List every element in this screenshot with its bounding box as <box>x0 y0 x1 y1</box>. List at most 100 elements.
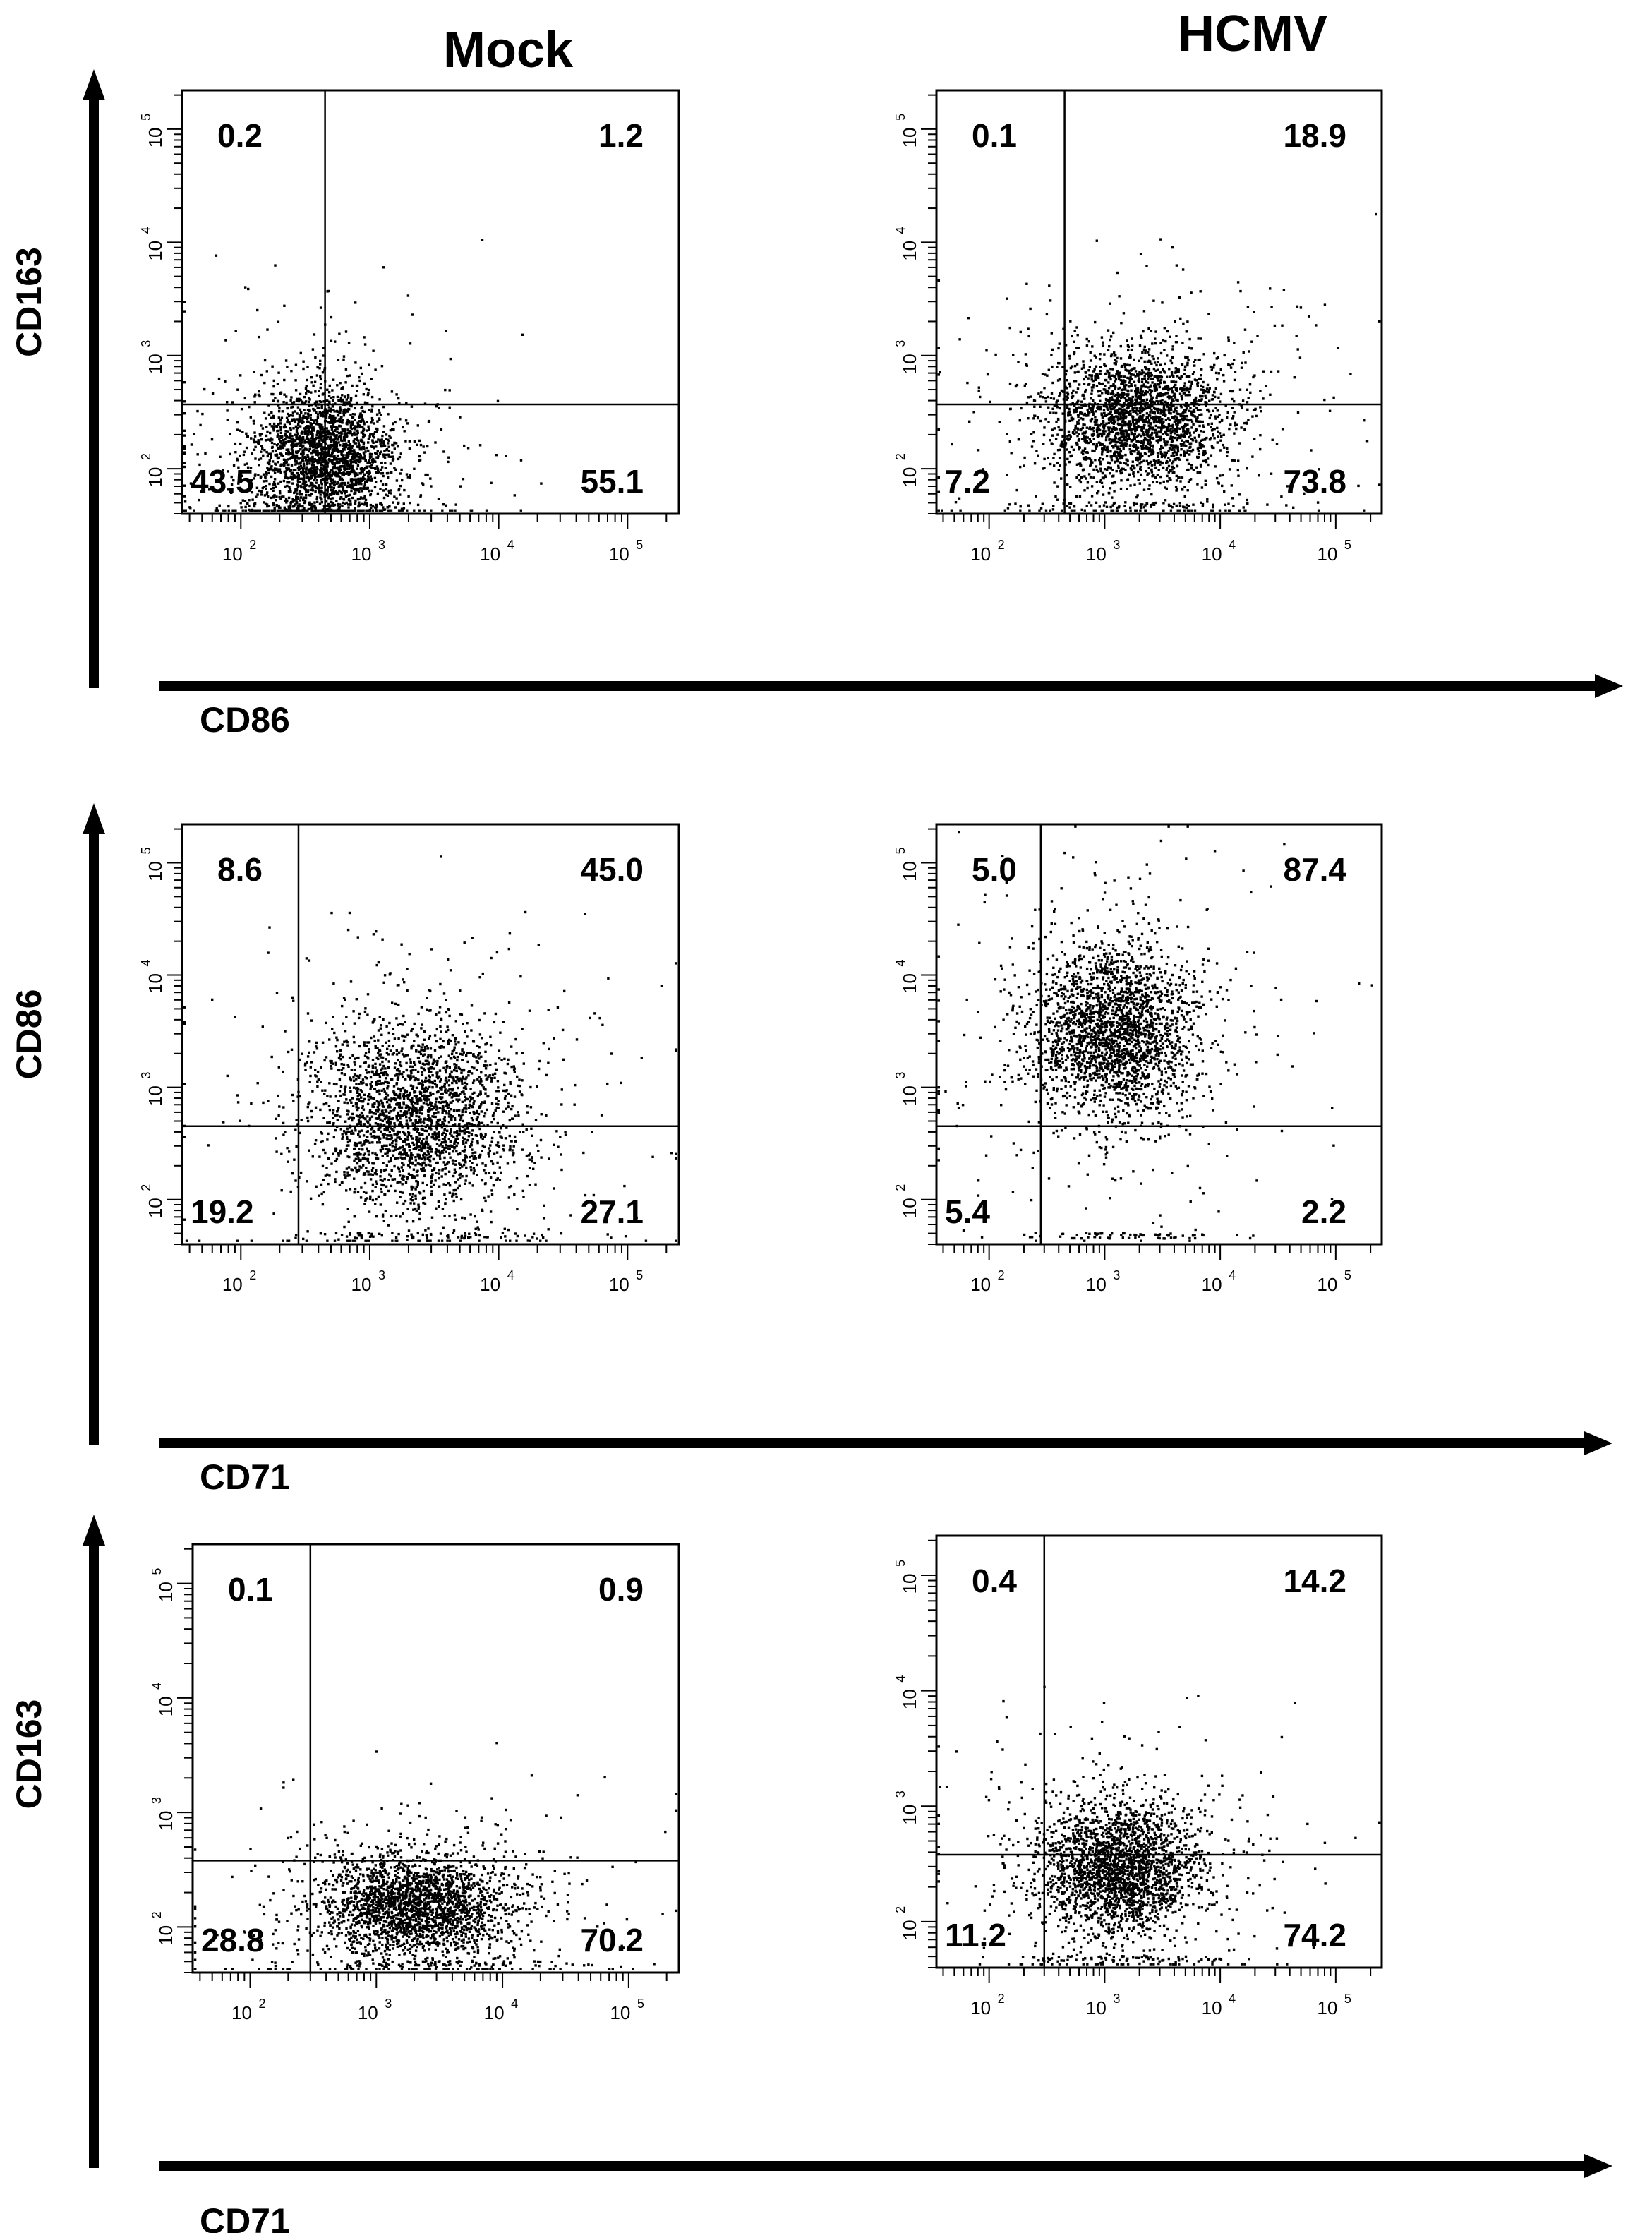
event-dot <box>258 490 260 492</box>
event-dot <box>1121 381 1123 383</box>
event-dot <box>1104 405 1107 407</box>
event-dot <box>1071 455 1073 457</box>
event-dot <box>1094 421 1096 423</box>
event-dot <box>1177 447 1179 450</box>
event-dot <box>1078 479 1080 481</box>
event-dot <box>247 288 249 290</box>
event-dot <box>278 407 280 409</box>
event-dot <box>1148 424 1150 426</box>
event-dot <box>399 485 402 487</box>
event-dot <box>265 426 267 428</box>
event-dot <box>315 401 318 403</box>
event-dot <box>319 445 321 447</box>
event-dot <box>383 425 385 427</box>
event-dot <box>1111 459 1113 461</box>
event-dot <box>1138 360 1140 362</box>
event-dot <box>253 449 255 451</box>
event-dot <box>320 462 322 464</box>
event-dot <box>1132 416 1134 418</box>
event-dot <box>1137 389 1139 391</box>
event-dot <box>1157 452 1159 454</box>
event-dot <box>1173 380 1175 383</box>
event-dot <box>1183 510 1186 512</box>
event-dot <box>1213 391 1215 393</box>
event-dot <box>1071 416 1073 419</box>
event-dot <box>1198 359 1200 361</box>
event-dot <box>316 468 318 470</box>
event-dot <box>1123 435 1125 438</box>
event-dot <box>183 466 186 468</box>
event-dot <box>326 399 328 402</box>
event-dot <box>449 389 451 391</box>
event-dot <box>344 409 346 411</box>
event-dot <box>1045 400 1047 402</box>
plot-frame <box>182 90 679 514</box>
event-dot <box>330 340 332 342</box>
event-dot <box>315 481 318 483</box>
event-dot <box>1154 361 1156 363</box>
event-dot <box>1183 416 1185 419</box>
event-dot <box>362 469 364 471</box>
event-dot <box>289 502 291 505</box>
event-dot <box>392 455 394 457</box>
event-dot <box>1126 443 1128 445</box>
event-dot <box>1127 411 1129 414</box>
event-dot <box>358 505 360 507</box>
event-dot <box>295 426 297 428</box>
event-dot <box>1160 452 1162 454</box>
event-dot <box>295 364 297 366</box>
event-dot <box>1205 397 1207 399</box>
event-dot <box>1214 396 1216 398</box>
event-dot <box>1112 475 1114 477</box>
y-tick-label-exponent: 4 <box>139 227 153 234</box>
event-dot <box>375 456 378 458</box>
event-dot <box>1157 408 1159 410</box>
event-dot <box>1179 421 1181 423</box>
event-dot <box>308 458 310 460</box>
event-dot <box>1194 359 1196 361</box>
event-dot <box>1243 351 1245 354</box>
event-dot <box>1226 416 1228 419</box>
event-dot <box>346 464 349 466</box>
event-dot <box>1096 443 1098 445</box>
event-dot <box>224 510 226 512</box>
event-dot <box>302 498 304 500</box>
event-dot <box>1150 469 1152 471</box>
event-dot <box>1181 412 1183 414</box>
event-dot <box>1143 479 1145 481</box>
event-dot <box>382 443 385 445</box>
event-dot <box>1130 453 1132 455</box>
event-dot <box>277 321 279 323</box>
event-dot <box>253 422 255 424</box>
event-dot <box>351 456 354 458</box>
event-dot <box>351 471 353 473</box>
event-dot <box>239 374 241 376</box>
event-dot <box>293 469 295 471</box>
event-dot <box>1246 467 1248 469</box>
event-dot <box>398 510 400 512</box>
event-dot <box>1234 411 1236 413</box>
event-dot <box>442 503 445 505</box>
event-dot <box>322 354 324 356</box>
event-dot <box>354 407 356 409</box>
event-dot <box>1140 466 1142 468</box>
event-dot <box>314 458 316 460</box>
event-dot <box>486 510 488 512</box>
event-dot <box>347 482 349 484</box>
event-dot <box>333 426 335 428</box>
event-dot <box>339 411 341 414</box>
event-dot <box>265 439 267 441</box>
event-dot <box>285 452 287 455</box>
event-dot <box>1128 397 1130 399</box>
event-dot <box>1213 352 1215 354</box>
event-dot <box>269 459 271 462</box>
event-dot <box>409 440 411 442</box>
event-dot <box>331 510 333 512</box>
event-dot <box>1145 421 1147 423</box>
event-dot <box>299 462 301 464</box>
event-dot <box>1142 431 1144 433</box>
event-dot <box>1175 381 1177 383</box>
event-dot <box>377 493 379 495</box>
event-dot <box>1104 388 1106 390</box>
event-dot <box>1157 383 1159 385</box>
